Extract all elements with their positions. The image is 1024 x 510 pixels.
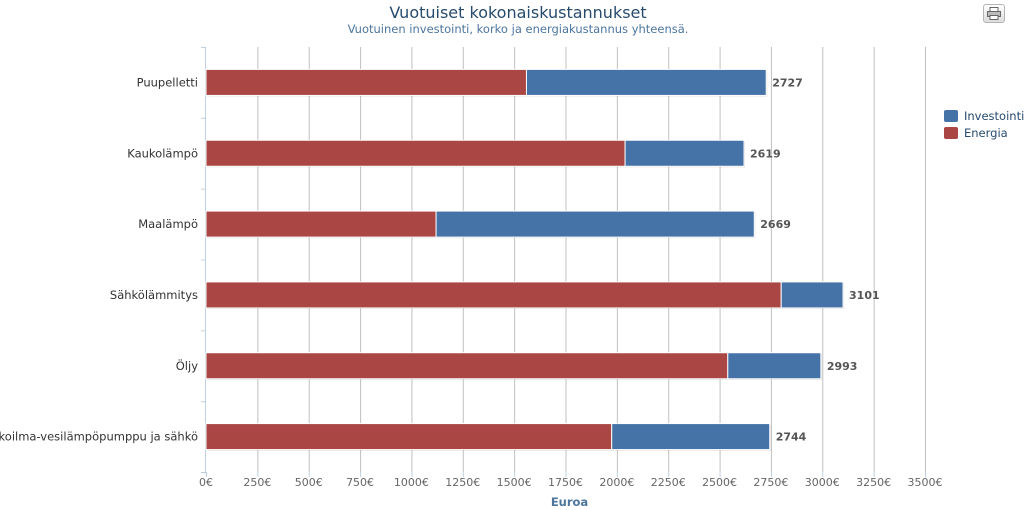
x-tick-label: 750€ (346, 476, 374, 489)
bar-energia (205, 281, 782, 309)
bar-energia (205, 68, 527, 96)
category-label: Kaukolämpö (127, 146, 198, 160)
bar-investointi (624, 139, 745, 167)
x-tick-label: 500€ (295, 476, 323, 489)
x-tick-label: 1000€ (394, 476, 429, 489)
x-tick-label: 2500€ (702, 476, 737, 489)
x-axis-title: Euroa (551, 495, 588, 509)
x-tick-label: 250€ (243, 476, 271, 489)
legend: Investointi Energia (944, 107, 1024, 141)
chart-title: Vuotuiset kokonaiskustannukset (389, 3, 647, 22)
print-button[interactable] (983, 4, 1005, 23)
category-label: Sähkölämmitys (110, 288, 198, 302)
bar-investointi (780, 281, 844, 309)
legend-swatch-investointi (944, 109, 958, 122)
total-value-label: 2727 (772, 76, 803, 89)
x-tick-label: 0€ (199, 476, 213, 489)
x-tick-label: 1250€ (445, 476, 480, 489)
category-label: Puupelletti (137, 75, 198, 89)
bar-investointi (727, 352, 822, 380)
legend-swatch-energia (944, 126, 958, 139)
legend-label-investointi: Investointi (964, 108, 1024, 123)
x-tick-label: 2250€ (651, 476, 686, 489)
legend-item-energia[interactable]: Energia (944, 124, 1024, 141)
printer-icon (987, 7, 1001, 20)
bar-investointi (435, 210, 755, 238)
x-tick-label: 2750€ (753, 476, 788, 489)
x-tick-label: 3250€ (856, 476, 891, 489)
bar-energia (205, 210, 437, 238)
bar-investointi (525, 68, 767, 96)
total-value-label: 2669 (760, 218, 791, 231)
total-value-label: 3101 (849, 289, 880, 302)
bar-energia (205, 352, 729, 380)
bar-energia (205, 423, 613, 451)
category-label: Maalämpö (138, 217, 198, 231)
category-label: Öljy (176, 357, 198, 373)
legend-label-energia: Energia (964, 125, 1008, 140)
bar-energia (205, 139, 626, 167)
bar-investointi (611, 423, 771, 451)
total-value-label: 2993 (827, 360, 858, 373)
x-tick-label: 3000€ (805, 476, 840, 489)
category-label: Ulkoilma-vesilämpöpumppu ja sähkö (0, 430, 198, 444)
legend-item-investointi[interactable]: Investointi (944, 107, 1024, 124)
total-value-label: 2619 (750, 147, 781, 160)
x-tick-label: 3500€ (908, 476, 943, 489)
x-tick-label: 1500€ (497, 476, 532, 489)
total-value-label: 2744 (776, 431, 807, 444)
x-tick-label: 2000€ (599, 476, 634, 489)
chart-subtitle: Vuotuinen investointi, korko ja energiak… (347, 22, 689, 36)
x-tick-label: 1750€ (548, 476, 583, 489)
